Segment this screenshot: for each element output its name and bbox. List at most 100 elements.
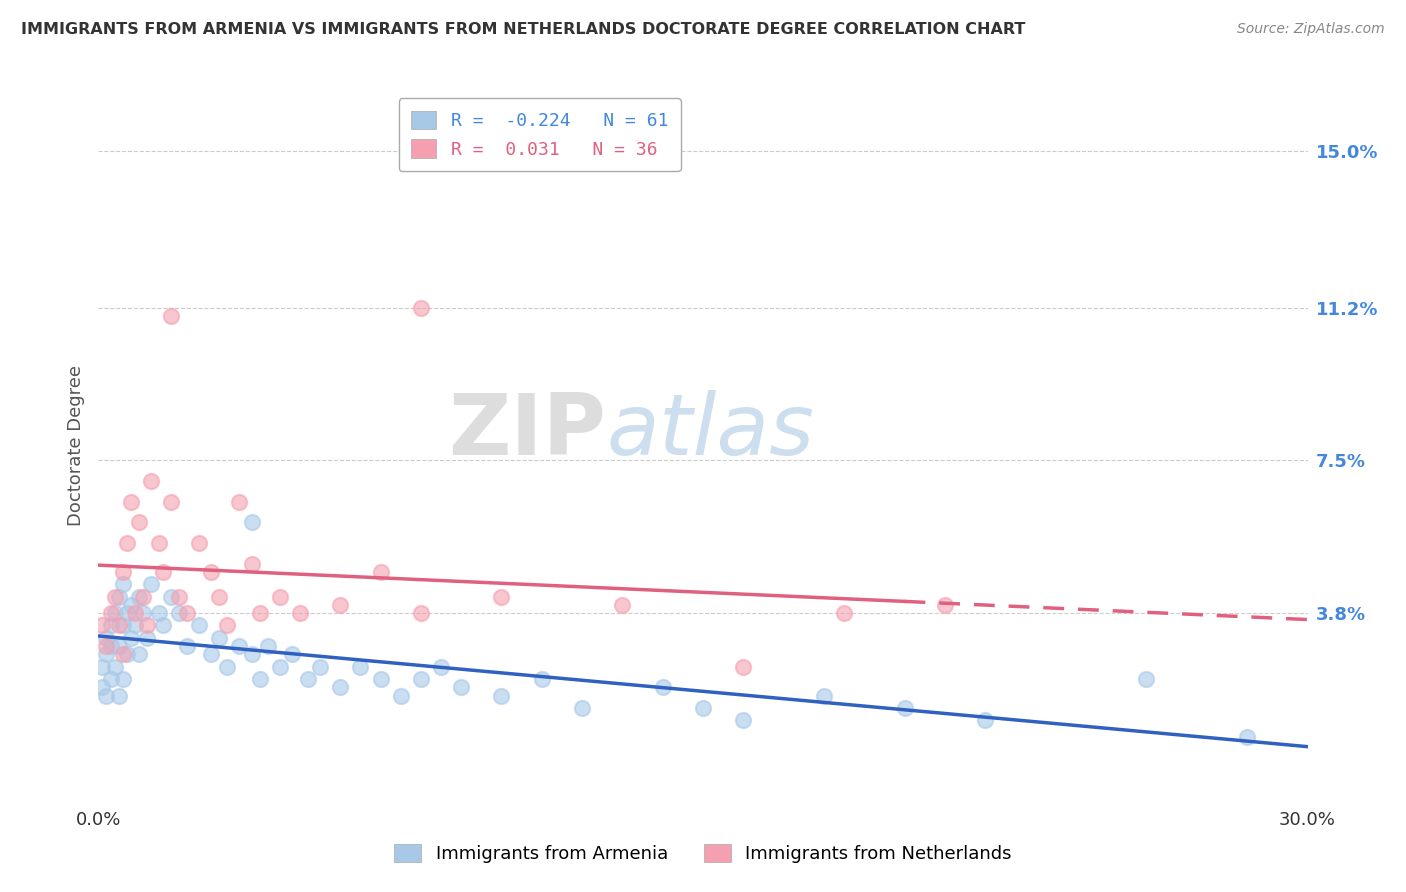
Point <box>249 672 271 686</box>
Point <box>208 631 231 645</box>
Point <box>228 494 250 508</box>
Point <box>103 606 125 620</box>
Point <box>974 714 997 728</box>
Point <box>530 672 553 686</box>
Point <box>1135 672 1157 686</box>
Point <box>107 639 129 653</box>
Point <box>139 577 162 591</box>
Point <box>208 590 231 604</box>
Point <box>409 672 432 686</box>
Point <box>103 659 125 673</box>
Point <box>115 536 138 550</box>
Point <box>120 631 142 645</box>
Point <box>111 577 134 591</box>
Point <box>135 631 157 645</box>
Point <box>269 659 291 673</box>
Legend: Immigrants from Armenia, Immigrants from Netherlands: Immigrants from Armenia, Immigrants from… <box>384 833 1022 874</box>
Point <box>128 516 150 530</box>
Point <box>450 681 472 695</box>
Point <box>167 590 190 604</box>
Text: atlas: atlas <box>606 390 814 474</box>
Point <box>91 681 114 695</box>
Point <box>135 618 157 632</box>
Point <box>176 639 198 653</box>
Point <box>240 648 263 662</box>
Point <box>115 648 138 662</box>
Point <box>160 494 183 508</box>
Point <box>120 494 142 508</box>
Point <box>188 618 211 632</box>
Point <box>430 659 453 673</box>
Point <box>148 606 170 620</box>
Point <box>813 689 835 703</box>
Point <box>100 606 122 620</box>
Point <box>491 590 513 604</box>
Point <box>832 606 855 620</box>
Point <box>733 659 755 673</box>
Point <box>107 618 129 632</box>
Point <box>217 659 239 673</box>
Point <box>132 606 155 620</box>
Point <box>200 648 222 662</box>
Point <box>120 598 142 612</box>
Point <box>370 565 392 579</box>
Point <box>349 659 371 673</box>
Point <box>107 689 129 703</box>
Y-axis label: Doctorate Degree: Doctorate Degree <box>66 366 84 526</box>
Point <box>176 606 198 620</box>
Point <box>128 590 150 604</box>
Point <box>111 618 134 632</box>
Point <box>329 681 352 695</box>
Point <box>329 598 352 612</box>
Point <box>269 590 291 604</box>
Point <box>115 606 138 620</box>
Point <box>240 557 263 571</box>
Text: ZIP: ZIP <box>449 390 606 474</box>
Point <box>96 648 118 662</box>
Point <box>167 606 190 620</box>
Point <box>1236 730 1258 744</box>
Point <box>571 701 593 715</box>
Point <box>124 618 146 632</box>
Point <box>100 639 122 653</box>
Point <box>103 590 125 604</box>
Point <box>256 639 278 653</box>
Point <box>288 606 311 620</box>
Point <box>139 474 162 488</box>
Point <box>389 689 412 703</box>
Point <box>934 598 956 612</box>
Point <box>370 672 392 686</box>
Legend: R =  -0.224   N = 61, R =  0.031   N = 36: R = -0.224 N = 61, R = 0.031 N = 36 <box>398 98 681 171</box>
Point <box>297 672 319 686</box>
Text: Source: ZipAtlas.com: Source: ZipAtlas.com <box>1237 22 1385 37</box>
Point <box>148 536 170 550</box>
Text: IMMIGRANTS FROM ARMENIA VS IMMIGRANTS FROM NETHERLANDS DOCTORATE DEGREE CORRELAT: IMMIGRANTS FROM ARMENIA VS IMMIGRANTS FR… <box>21 22 1025 37</box>
Point <box>160 309 183 323</box>
Point <box>249 606 271 620</box>
Point <box>100 672 122 686</box>
Point <box>491 689 513 703</box>
Point <box>409 606 432 620</box>
Point <box>152 565 174 579</box>
Point <box>111 648 134 662</box>
Point <box>100 618 122 632</box>
Point <box>200 565 222 579</box>
Point <box>228 639 250 653</box>
Point <box>91 618 114 632</box>
Point <box>281 648 304 662</box>
Point <box>124 606 146 620</box>
Point <box>651 681 673 695</box>
Point <box>111 565 134 579</box>
Point <box>152 618 174 632</box>
Point <box>309 659 332 673</box>
Point <box>111 672 134 686</box>
Point <box>893 701 915 715</box>
Point <box>188 536 211 550</box>
Point <box>132 590 155 604</box>
Point <box>91 659 114 673</box>
Point <box>96 631 118 645</box>
Point <box>160 590 183 604</box>
Point <box>612 598 634 612</box>
Point <box>409 301 432 315</box>
Point <box>217 618 239 632</box>
